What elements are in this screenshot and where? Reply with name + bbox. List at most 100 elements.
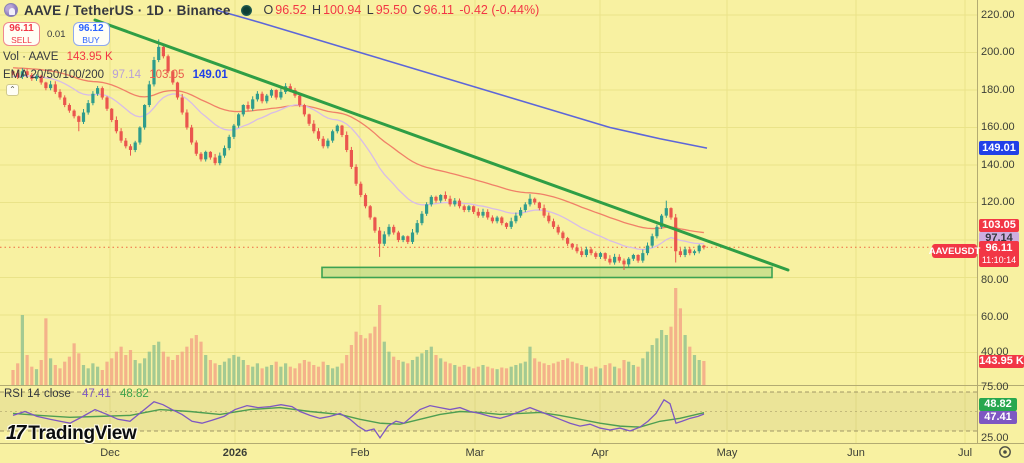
settings-icon[interactable] [997, 444, 1013, 460]
rsi-value: 47.41 [82, 388, 111, 400]
volume-bar [199, 341, 203, 385]
candle-body [302, 105, 306, 115]
candle-body [584, 249, 588, 255]
trendline-drawing[interactable] [93, 18, 790, 272]
volume-bar [72, 343, 76, 385]
volume-bar [218, 365, 222, 385]
ema50-line [12, 67, 704, 234]
volume-bar [528, 346, 532, 385]
candle-body [204, 151, 208, 160]
candle-body [157, 46, 161, 60]
ema50-badge: 103.05 [979, 219, 1019, 232]
rsi-label: RSI [4, 388, 24, 400]
candle-body [683, 249, 687, 255]
volume-bar [378, 305, 382, 385]
volume-bar [204, 355, 208, 385]
candle-body [490, 217, 494, 222]
volume-bar [584, 366, 588, 385]
candle-body [279, 91, 283, 98]
volume-bar [467, 366, 471, 385]
volume-bar [190, 338, 194, 385]
volume-bar [425, 350, 429, 385]
symbol-title[interactable]: AAVE / TetherUS · 1D · Binance [24, 2, 231, 18]
candle-body [114, 120, 118, 132]
time-axis[interactable]: Dec 2026 Feb Mar Apr May Jun Jul [0, 443, 1024, 463]
volume-bar [542, 363, 546, 385]
candle-body [486, 211, 490, 218]
volume-bar [551, 363, 556, 385]
volume-bar [143, 358, 147, 385]
sell-button[interactable]: 96.11 SELL [3, 22, 40, 46]
low-label: L [366, 3, 374, 17]
candle-body [72, 110, 76, 117]
candle-body [580, 251, 584, 255]
volume-bar [566, 358, 570, 385]
volume-bar [44, 318, 48, 385]
candle-body [368, 206, 372, 218]
open-label: O [263, 3, 274, 17]
volume-bar [91, 363, 95, 385]
volume-bar [645, 351, 650, 385]
volume-bar [622, 360, 626, 385]
price-axis-label: 140.00 [981, 159, 1015, 171]
volume-bar [180, 351, 184, 385]
tradingview-mark-icon: 17 [6, 422, 26, 444]
volume-bar [519, 363, 523, 385]
ema200-line [213, 8, 708, 149]
candle-body [504, 223, 509, 227]
candle-body [321, 138, 325, 147]
candle-body [208, 151, 212, 158]
market-status-icon[interactable] [240, 4, 252, 16]
aave-logo-icon [4, 3, 18, 17]
candle-body [519, 210, 523, 216]
buy-price: 96.12 [78, 23, 104, 34]
rsi-line [12, 398, 705, 439]
rsi-legend[interactable]: RSI 14 close 47.41 48.82 [4, 388, 149, 400]
collapse-legend-button[interactable]: ⌃ [6, 84, 19, 96]
volume-bar [561, 360, 565, 385]
volume-bar [537, 361, 541, 385]
time-axis-label: May [716, 447, 738, 459]
support-zone-box[interactable] [321, 266, 773, 279]
candle-body [237, 114, 241, 126]
change-value: -0.42 (-0.44%) [459, 3, 540, 17]
volume-bar [251, 366, 255, 385]
candle-body [655, 226, 659, 237]
candle-body [622, 260, 626, 265]
price-axis[interactable]: 220.00 200.00 180.00 160.00 140.00 120.00 80.0… [977, 0, 1024, 444]
volume-bar [227, 358, 231, 385]
high-value: 100.94 [323, 3, 362, 17]
last-price-badge: 96.11 11:10:14 [979, 241, 1019, 267]
volume-bar [67, 356, 71, 385]
spread-value: 0.01 [47, 28, 66, 40]
candle-body [439, 195, 443, 201]
volume-bar [664, 335, 668, 385]
volume-bar [434, 355, 438, 385]
volume-bar [575, 363, 579, 385]
volume-bar [321, 361, 325, 385]
volume-legend[interactable]: Vol · AAVE 143.95 K [3, 51, 113, 63]
volume-bar [345, 355, 349, 385]
candle-body [434, 196, 438, 201]
candle-body [589, 249, 593, 254]
volume-bar [613, 366, 617, 385]
candle-body [359, 183, 363, 195]
candle-body [363, 195, 368, 207]
price-axis-label: 180.00 [981, 84, 1015, 96]
tradingview-logo[interactable]: 17 TradingView [6, 422, 137, 445]
candle-body [241, 105, 245, 115]
volume-bar [650, 345, 654, 385]
volume-bar [269, 365, 274, 385]
candle-body [457, 200, 462, 207]
candle-body [16, 73, 20, 77]
volume-bar [185, 346, 189, 385]
time-axis-label: 2026 [222, 447, 248, 459]
ema20-line [12, 75, 704, 251]
volume-bar [660, 330, 664, 385]
buy-button[interactable]: 96.12 BUY [72, 22, 110, 46]
volume-bar [293, 368, 297, 385]
ema-legend[interactable]: EMA 20/50/100/200 97.14 103.05 149.01 [3, 69, 228, 81]
volume-bar [697, 360, 701, 385]
